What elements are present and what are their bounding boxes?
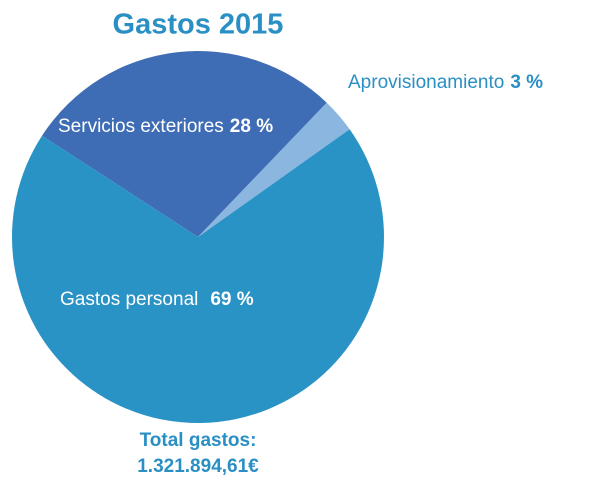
labels: Servicios exteriores 28 % Aprovisionamient…: [58, 72, 543, 310]
slice-label: Aprovisionamiento 3 %: [348, 72, 543, 93]
annotation: Total gastos:: [140, 430, 257, 451]
slice-label: Servicios exteriores 28 %: [58, 116, 273, 137]
category-label: Aprovisionamiento: [348, 72, 504, 93]
pie-slice: [198, 102, 350, 237]
value-label: 69 %: [210, 289, 253, 310]
chart-title: Gastos 2015: [113, 9, 284, 41]
annotation: 1.321.894,61€: [137, 456, 259, 477]
value-label: 3 %: [510, 72, 543, 93]
pie-slice: [42, 51, 327, 238]
pie-slice: [11, 129, 384, 423]
category-label: Gastos personal: [60, 289, 198, 310]
slice-label: Gastos personal 69 %: [60, 289, 254, 310]
pie: [11, 51, 384, 423]
category-label: Servicios exteriores: [58, 116, 224, 137]
value-label: 28 %: [230, 116, 273, 137]
